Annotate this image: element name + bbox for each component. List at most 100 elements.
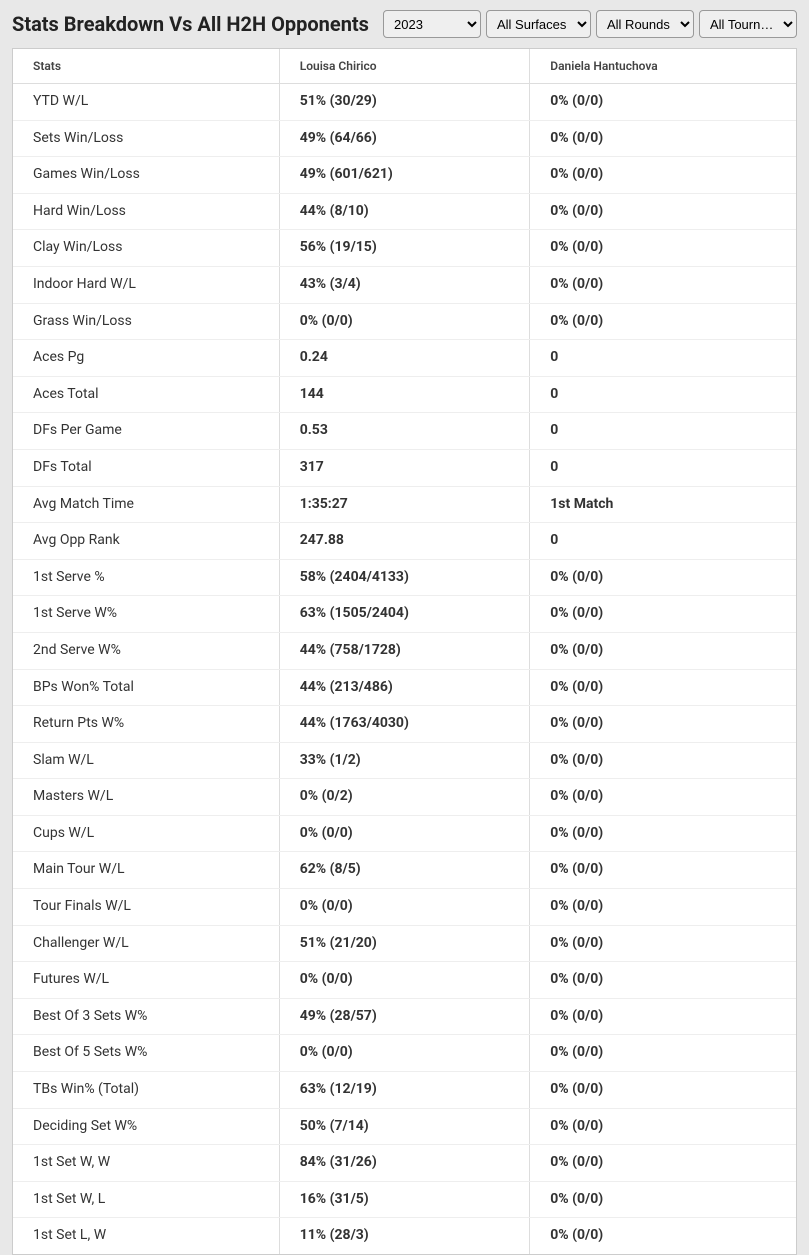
- col-header-player2: Daniela Hantuchova: [530, 49, 796, 84]
- stat-label: YTD W/L: [13, 84, 279, 121]
- player2-value: 0% (0/0): [530, 596, 796, 633]
- player2-value: 0% (0/0): [530, 1218, 796, 1254]
- table-row: Best Of 5 Sets W%0% (0/0)0% (0/0): [13, 1035, 796, 1072]
- table-row: Cups W/L0% (0/0)0% (0/0): [13, 815, 796, 852]
- player1-value: 44% (213/486): [279, 669, 530, 706]
- player2-value: 0% (0/0): [530, 559, 796, 596]
- stat-label: Deciding Set W%: [13, 1108, 279, 1145]
- player1-value: 0% (0/0): [279, 889, 530, 926]
- stat-label: 1st Serve W%: [13, 596, 279, 633]
- player1-value: 49% (601/621): [279, 157, 530, 194]
- player1-value: 50% (7/14): [279, 1108, 530, 1145]
- table-header-row: Stats Louisa Chirico Daniela Hantuchova: [13, 49, 796, 84]
- stat-label: Tour Finals W/L: [13, 889, 279, 926]
- round-select[interactable]: All Rounds: [596, 10, 694, 38]
- player2-value: 0% (0/0): [530, 632, 796, 669]
- col-header-stats: Stats: [13, 49, 279, 84]
- player2-value: 0% (0/0): [530, 1145, 796, 1182]
- table-row: Slam W/L33% (1/2)0% (0/0): [13, 742, 796, 779]
- player1-value: 44% (8/10): [279, 193, 530, 230]
- stat-label: Grass Win/Loss: [13, 303, 279, 340]
- stat-label: 1st Set W, L: [13, 1181, 279, 1218]
- player1-value: 49% (28/57): [279, 998, 530, 1035]
- table-row: Grass Win/Loss0% (0/0)0% (0/0): [13, 303, 796, 340]
- player1-value: 317: [279, 449, 530, 486]
- player1-value: 0% (0/0): [279, 1035, 530, 1072]
- stat-label: Sets Win/Loss: [13, 120, 279, 157]
- stat-label: DFs Total: [13, 449, 279, 486]
- table-row: Hard Win/Loss44% (8/10)0% (0/0): [13, 193, 796, 230]
- player2-value: 0% (0/0): [530, 1108, 796, 1145]
- table-row: Challenger W/L51% (21/20)0% (0/0): [13, 925, 796, 962]
- player1-value: 56% (19/15): [279, 230, 530, 267]
- player2-value: 0: [530, 449, 796, 486]
- stat-label: Best Of 3 Sets W%: [13, 998, 279, 1035]
- player2-value: 0% (0/0): [530, 1035, 796, 1072]
- player2-value: 0% (0/0): [530, 230, 796, 267]
- player1-value: 33% (1/2): [279, 742, 530, 779]
- table-row: 1st Set W, L16% (31/5)0% (0/0): [13, 1181, 796, 1218]
- player2-value: 0% (0/0): [530, 998, 796, 1035]
- stat-label: Games Win/Loss: [13, 157, 279, 194]
- player2-value: 0% (0/0): [530, 889, 796, 926]
- player1-value: 144: [279, 376, 530, 413]
- table-row: Clay Win/Loss56% (19/15)0% (0/0): [13, 230, 796, 267]
- stats-table: Stats Louisa Chirico Daniela Hantuchova …: [13, 49, 796, 1254]
- table-row: Indoor Hard W/L43% (3/4)0% (0/0): [13, 266, 796, 303]
- table-row: TBs Win% (Total)63% (12/19)0% (0/0): [13, 1072, 796, 1109]
- table-row: YTD W/L51% (30/29)0% (0/0): [13, 84, 796, 121]
- player1-value: 0.24: [279, 340, 530, 377]
- player1-value: 51% (30/29): [279, 84, 530, 121]
- header: Stats Breakdown Vs All H2H Opponents 202…: [0, 0, 809, 48]
- table-body: YTD W/L51% (30/29)0% (0/0)Sets Win/Loss4…: [13, 84, 796, 1255]
- table-row: 1st Set W, W84% (31/26)0% (0/0): [13, 1145, 796, 1182]
- player1-value: 63% (12/19): [279, 1072, 530, 1109]
- table-row: Sets Win/Loss49% (64/66)0% (0/0): [13, 120, 796, 157]
- stat-label: Futures W/L: [13, 962, 279, 999]
- stat-label: Best Of 5 Sets W%: [13, 1035, 279, 1072]
- player2-value: 0% (0/0): [530, 815, 796, 852]
- player1-value: 44% (1763/4030): [279, 706, 530, 743]
- player2-value: 0% (0/0): [530, 193, 796, 230]
- stat-label: Return Pts W%: [13, 706, 279, 743]
- stat-label: TBs Win% (Total): [13, 1072, 279, 1109]
- stat-label: Indoor Hard W/L: [13, 266, 279, 303]
- stats-table-container: Stats Louisa Chirico Daniela Hantuchova …: [12, 48, 797, 1255]
- stat-label: 1st Set L, W: [13, 1218, 279, 1254]
- player1-value: 0.53: [279, 413, 530, 450]
- table-row: Aces Pg0.240: [13, 340, 796, 377]
- player1-value: 62% (8/5): [279, 852, 530, 889]
- player2-value: 0% (0/0): [530, 266, 796, 303]
- stat-label: Masters W/L: [13, 779, 279, 816]
- player1-value: 0% (0/0): [279, 962, 530, 999]
- table-row: Return Pts W%44% (1763/4030)0% (0/0): [13, 706, 796, 743]
- year-select[interactable]: 2023: [383, 10, 481, 38]
- player1-value: 1:35:27: [279, 486, 530, 523]
- table-row: Tour Finals W/L0% (0/0)0% (0/0): [13, 889, 796, 926]
- table-row: Avg Match Time1:35:271st Match: [13, 486, 796, 523]
- tournament-select[interactable]: All Tourn…: [699, 10, 797, 38]
- table-row: 1st Serve W%63% (1505/2404)0% (0/0): [13, 596, 796, 633]
- col-header-player1: Louisa Chirico: [279, 49, 530, 84]
- player2-value: 0% (0/0): [530, 303, 796, 340]
- player1-value: 51% (21/20): [279, 925, 530, 962]
- surface-select[interactable]: All Surfaces: [486, 10, 591, 38]
- stat-label: Slam W/L: [13, 742, 279, 779]
- table-row: Deciding Set W%50% (7/14)0% (0/0): [13, 1108, 796, 1145]
- player2-value: 0: [530, 413, 796, 450]
- stat-label: BPs Won% Total: [13, 669, 279, 706]
- table-row: DFs Per Game0.530: [13, 413, 796, 450]
- filter-group: 2023 All Surfaces All Rounds All Tourn…: [383, 10, 797, 38]
- player2-value: 0: [530, 523, 796, 560]
- table-row: Masters W/L0% (0/2)0% (0/0): [13, 779, 796, 816]
- player2-value: 0% (0/0): [530, 742, 796, 779]
- stat-label: 1st Serve %: [13, 559, 279, 596]
- table-row: DFs Total3170: [13, 449, 796, 486]
- table-row: Futures W/L0% (0/0)0% (0/0): [13, 962, 796, 999]
- table-row: Avg Opp Rank247.880: [13, 523, 796, 560]
- player1-value: 84% (31/26): [279, 1145, 530, 1182]
- table-row: Best Of 3 Sets W%49% (28/57)0% (0/0): [13, 998, 796, 1035]
- table-row: 2nd Serve W%44% (758/1728)0% (0/0): [13, 632, 796, 669]
- player1-value: 0% (0/0): [279, 815, 530, 852]
- stat-label: Aces Total: [13, 376, 279, 413]
